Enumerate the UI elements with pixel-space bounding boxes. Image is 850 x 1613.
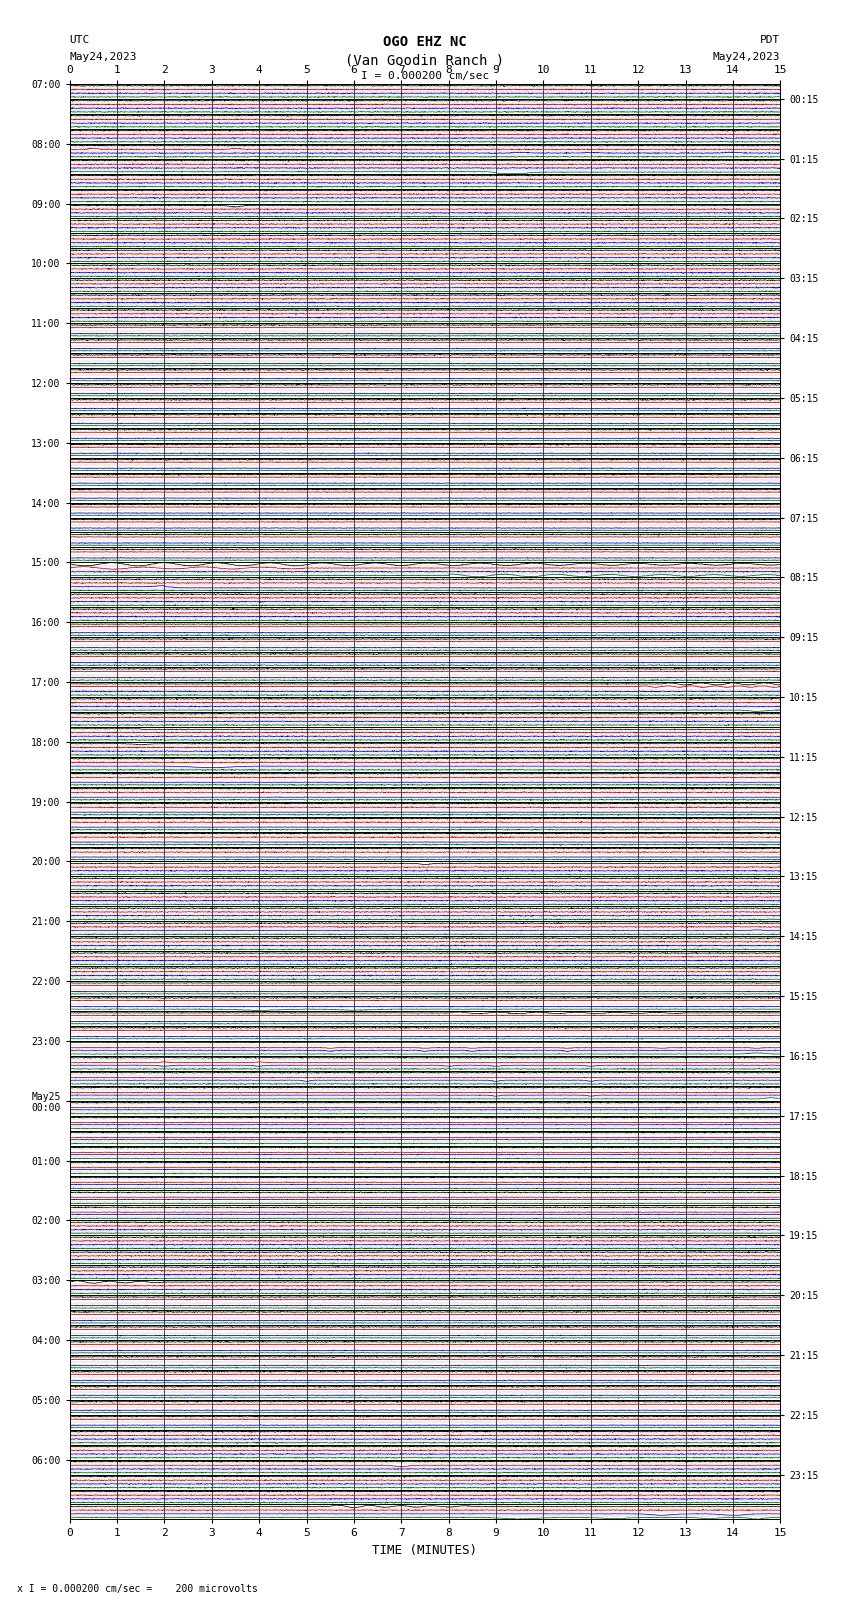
Text: May24,2023: May24,2023 [70,52,137,61]
Text: UTC: UTC [70,35,90,45]
Text: May24,2023: May24,2023 [713,52,780,61]
Text: PDT: PDT [760,35,780,45]
Text: OGO EHZ NC: OGO EHZ NC [383,35,467,50]
Text: I = 0.000200 cm/sec: I = 0.000200 cm/sec [361,71,489,81]
Text: (Van Goodin Ranch ): (Van Goodin Ranch ) [345,53,505,68]
Text: x I = 0.000200 cm/sec =    200 microvolts: x I = 0.000200 cm/sec = 200 microvolts [17,1584,258,1594]
X-axis label: TIME (MINUTES): TIME (MINUTES) [372,1544,478,1557]
